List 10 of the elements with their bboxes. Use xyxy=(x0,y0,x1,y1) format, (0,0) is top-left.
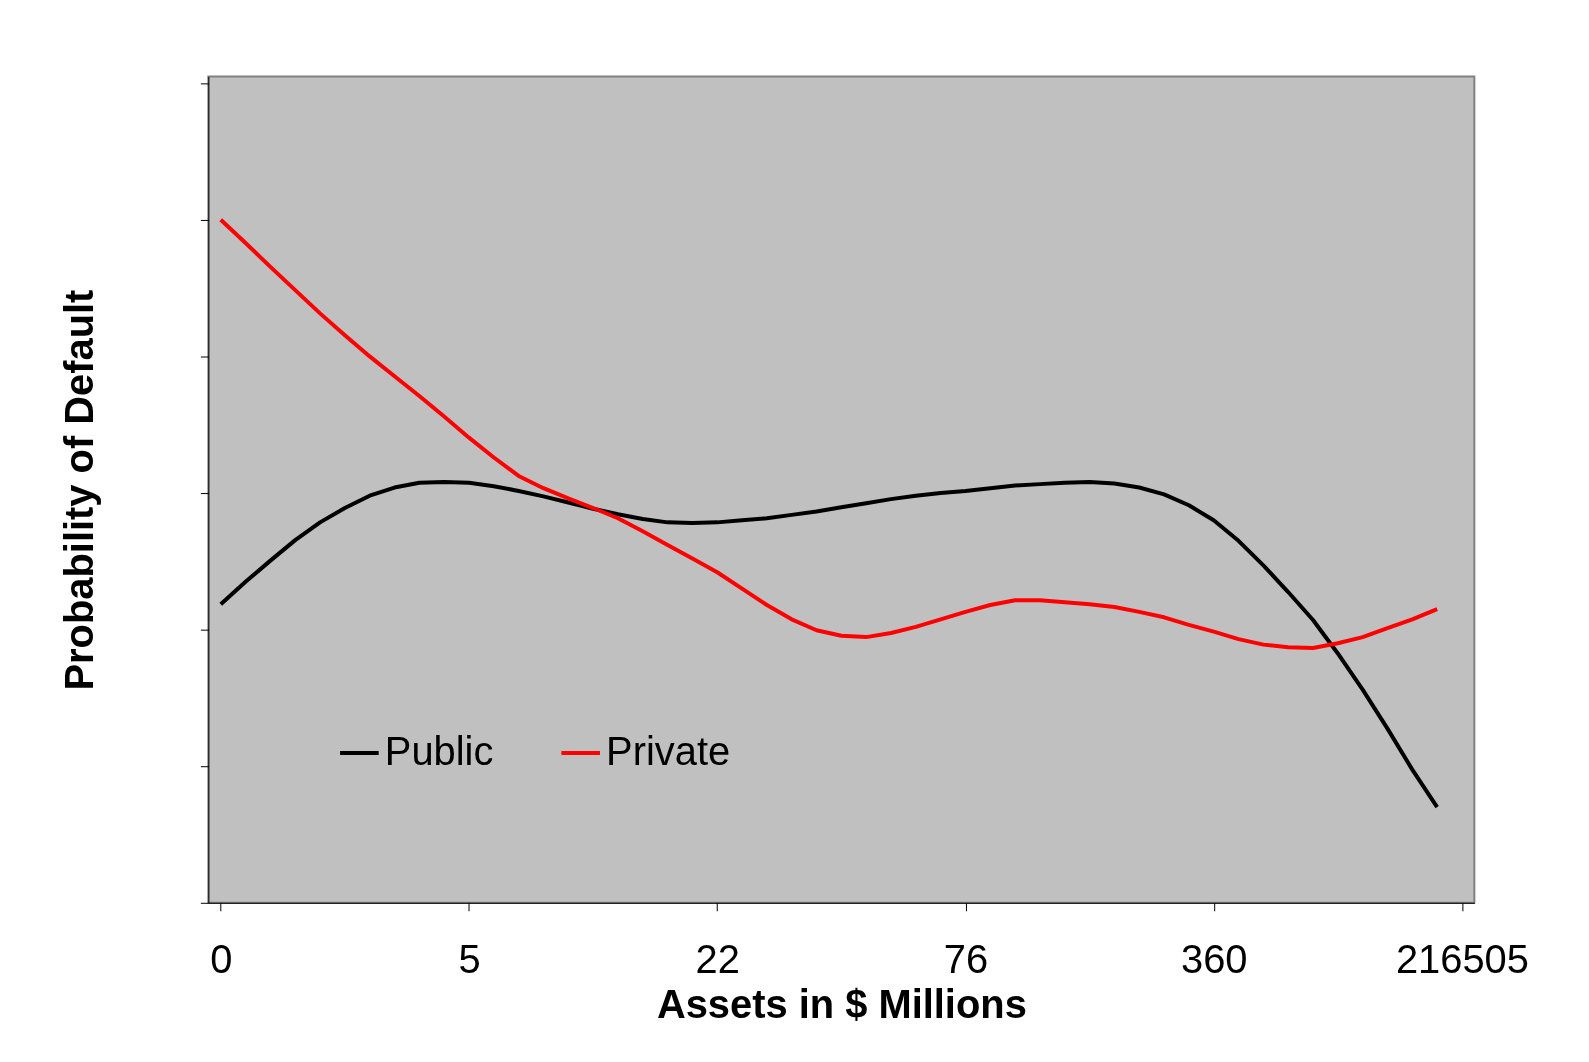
legend-label: Public xyxy=(384,728,494,773)
x-tick-label: 360 xyxy=(1180,937,1248,982)
x-tick-label: 76 xyxy=(943,937,989,982)
y-axis-title: Probability of Default xyxy=(56,289,101,691)
x-tick-label: 22 xyxy=(695,937,740,982)
x-tick-label: 5 xyxy=(458,937,481,982)
x-axis-title: Assets in $ Millions xyxy=(656,981,1027,1026)
legend-label: Private xyxy=(606,728,731,773)
x-tick-label: 216505 xyxy=(1395,937,1529,982)
x-tick-label: 0 xyxy=(210,937,233,982)
